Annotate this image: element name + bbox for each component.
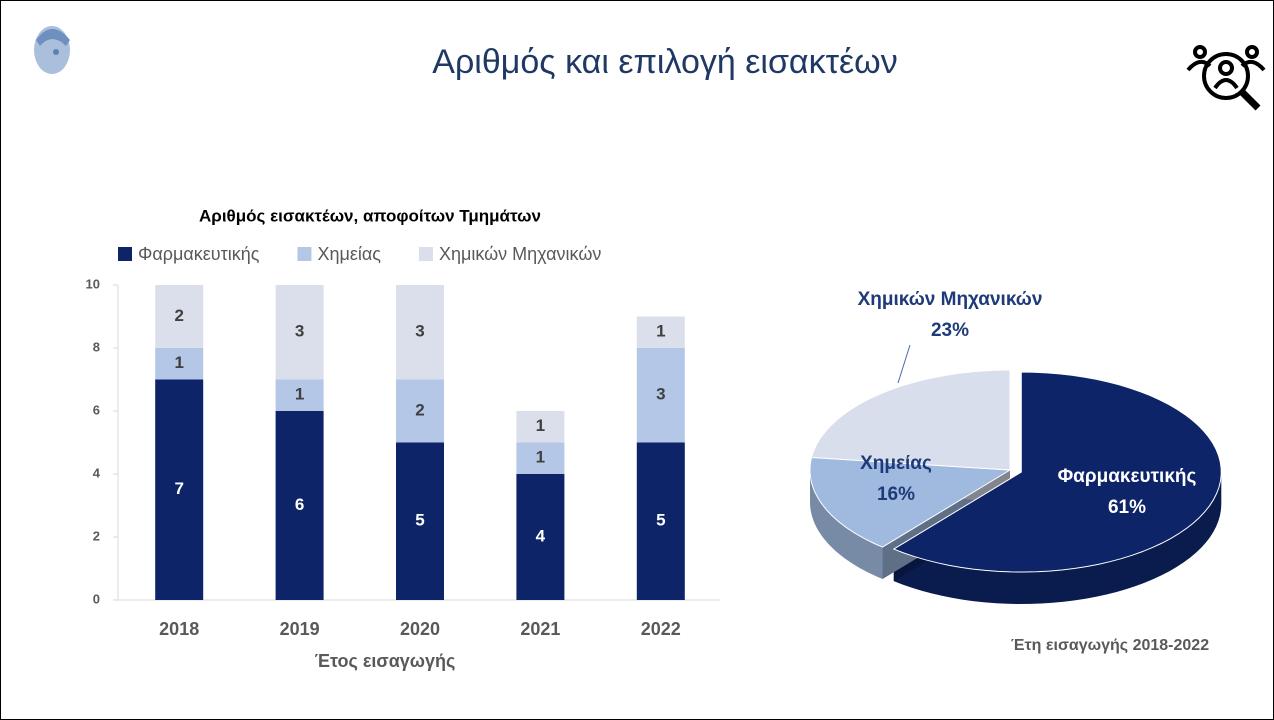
legend-swatch xyxy=(297,247,312,261)
data-label: 5 xyxy=(415,511,424,530)
data-label: 4 xyxy=(536,526,546,545)
y-tick-label: 2 xyxy=(93,528,100,543)
data-label: 1 xyxy=(656,322,665,341)
x-tick-label: 2018 xyxy=(159,619,199,639)
x-tick-label: 2021 xyxy=(520,619,560,639)
pie-slice xyxy=(892,371,1222,573)
bar-segment xyxy=(516,442,565,474)
logo xyxy=(34,26,70,74)
legend-swatch xyxy=(418,247,433,261)
legend-label: Χημικών Μηχανικών xyxy=(439,244,601,264)
y-tick-label: 10 xyxy=(86,276,100,291)
data-label: 3 xyxy=(295,322,304,341)
pie-value-label: 16% xyxy=(877,484,915,505)
pie-category-label: Χημείας xyxy=(860,453,932,474)
x-tick-label: 2022 xyxy=(641,619,681,639)
x-axis-label: Έτος εισαγωγής xyxy=(315,651,456,671)
bar-segment xyxy=(275,411,324,600)
slide-title: Αριθμός και επιλογή εισακτέων xyxy=(432,43,897,81)
x-tick-label: 2020 xyxy=(400,619,440,639)
bar-segment xyxy=(275,285,324,380)
bar-segment xyxy=(396,285,444,380)
data-label: 1 xyxy=(536,416,545,435)
y-tick-label: 8 xyxy=(93,339,100,354)
search-people-icon xyxy=(1186,45,1266,111)
bar-segment xyxy=(516,474,565,600)
legend-label: Χημείας xyxy=(317,244,381,264)
x-tick-label: 2019 xyxy=(280,619,320,639)
y-tick-label: 4 xyxy=(93,465,101,480)
data-label: 1 xyxy=(295,385,304,404)
pie-slice-side xyxy=(810,470,883,580)
pie-category-label: Φαρμακευτικής xyxy=(1058,466,1197,487)
data-label: 2 xyxy=(415,400,424,419)
pie-slice-side xyxy=(893,472,1222,605)
pie-slice xyxy=(809,456,1012,548)
pie-annotation: Έτη εισαγωγής 2018-2022 xyxy=(1011,637,1209,654)
data-label: 5 xyxy=(656,511,665,530)
bar-segment xyxy=(636,442,685,600)
bar-segment xyxy=(396,442,444,600)
bar-segment xyxy=(155,348,204,380)
data-label: 7 xyxy=(174,479,183,498)
data-label: 1 xyxy=(174,353,183,372)
pie-category-label: Χημικών Μηχανικών xyxy=(858,289,1043,310)
bar-segment xyxy=(636,316,685,348)
y-tick-label: 6 xyxy=(93,402,100,417)
bar-segment xyxy=(275,379,324,411)
bar-segment xyxy=(396,379,444,443)
y-tick-label: 0 xyxy=(93,591,100,606)
bar-segment xyxy=(636,348,685,443)
pie-value-label: 61% xyxy=(1108,497,1146,518)
bar-segment xyxy=(516,411,565,443)
bar-segment xyxy=(155,379,204,600)
data-label: 3 xyxy=(656,385,665,404)
leader-line xyxy=(897,344,911,384)
data-label: 2 xyxy=(174,306,183,325)
data-label: 1 xyxy=(536,448,545,467)
pie-slice xyxy=(810,369,1011,471)
pie-value-label: 23% xyxy=(931,320,969,341)
bar-segment xyxy=(155,285,204,348)
legend-swatch xyxy=(118,247,132,261)
data-label: 6 xyxy=(295,495,304,514)
legend-label: Φαρμακευτικής xyxy=(138,244,260,264)
bar-chart-title: Αριθμός εισακτέων, αποφοίτων Τμημάτων xyxy=(199,206,541,225)
data-label: 3 xyxy=(415,322,424,341)
